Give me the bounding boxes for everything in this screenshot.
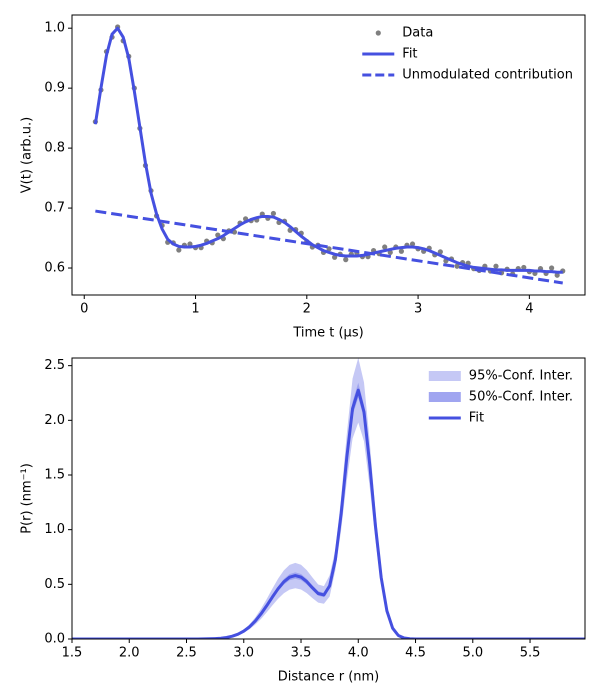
y-axis-label: P(r) (nm⁻¹) <box>20 463 35 534</box>
x-tick-label: 3.0 <box>233 646 254 661</box>
x-tick-label: 3.5 <box>291 646 312 661</box>
y-tick-label: 0.7 <box>44 201 65 216</box>
x-axis-label: Time t (μs) <box>292 326 363 341</box>
legend-label: Data <box>402 26 433 41</box>
legend-label: Fit <box>402 47 417 62</box>
x-tick-label: 1 <box>191 302 199 317</box>
y-tick-label: 1.0 <box>44 21 65 36</box>
y-tick-label: 1.0 <box>44 522 65 537</box>
x-tick-label: 2.5 <box>176 646 197 661</box>
x-axis-label: Distance r (nm) <box>278 670 380 685</box>
x-tick-label: 3 <box>414 302 422 317</box>
data-point <box>343 257 349 263</box>
line <box>93 26 563 274</box>
confidence-band <box>72 382 585 639</box>
x-tick-label: 2.0 <box>119 646 140 661</box>
confidence-band <box>72 358 585 639</box>
y-tick-label: 0.8 <box>44 141 65 156</box>
y-tick-label: 2.5 <box>44 358 65 373</box>
x-tick-label: 5.5 <box>520 646 541 661</box>
legend-marker <box>428 371 461 381</box>
x-tick-label: 2 <box>303 302 311 317</box>
data-point <box>521 264 527 271</box>
y-axis-label: V(t) (arb.u.) <box>20 117 35 193</box>
data-point <box>549 265 555 271</box>
data-point <box>398 248 404 254</box>
x-tick-label: 4.5 <box>405 646 426 661</box>
data-point <box>382 244 388 250</box>
axes-frame <box>71 14 586 296</box>
x-tick-label: 4 <box>525 302 533 317</box>
data-point <box>187 241 193 247</box>
legend-label: 95%-Conf. Inter. <box>469 369 573 384</box>
y-tick-label: 1.5 <box>44 467 65 482</box>
data-point <box>326 246 332 252</box>
data-point <box>176 247 182 253</box>
line <box>95 209 563 285</box>
y-tick-label: 0.0 <box>44 632 65 647</box>
x-tick-label: 0 <box>80 302 88 317</box>
plot-area <box>92 24 566 285</box>
y-tick-label: 0.9 <box>44 81 65 96</box>
data-point <box>454 263 460 269</box>
x-tick-label: 4.0 <box>348 646 369 661</box>
data-point <box>437 249 443 255</box>
x-tick-label: 5.0 <box>462 646 483 661</box>
y-tick-label: 2.0 <box>44 413 65 428</box>
legend-label: Unmodulated contribution <box>402 68 573 83</box>
legend-label: 50%-Conf. Inter. <box>469 390 573 405</box>
y-tick-label: 0.5 <box>44 577 65 592</box>
data-point <box>554 272 560 278</box>
legend-label: Fit <box>469 411 484 426</box>
plot-area <box>72 358 585 639</box>
data-point <box>493 263 499 269</box>
line <box>72 388 585 639</box>
x-tick-label: 1.5 <box>62 646 83 661</box>
data-point <box>409 241 416 247</box>
axes-frame <box>71 357 586 640</box>
legend-marker <box>428 392 461 402</box>
y-tick-label: 0.6 <box>44 261 65 276</box>
data-point <box>270 210 277 217</box>
legend-marker <box>375 30 381 36</box>
